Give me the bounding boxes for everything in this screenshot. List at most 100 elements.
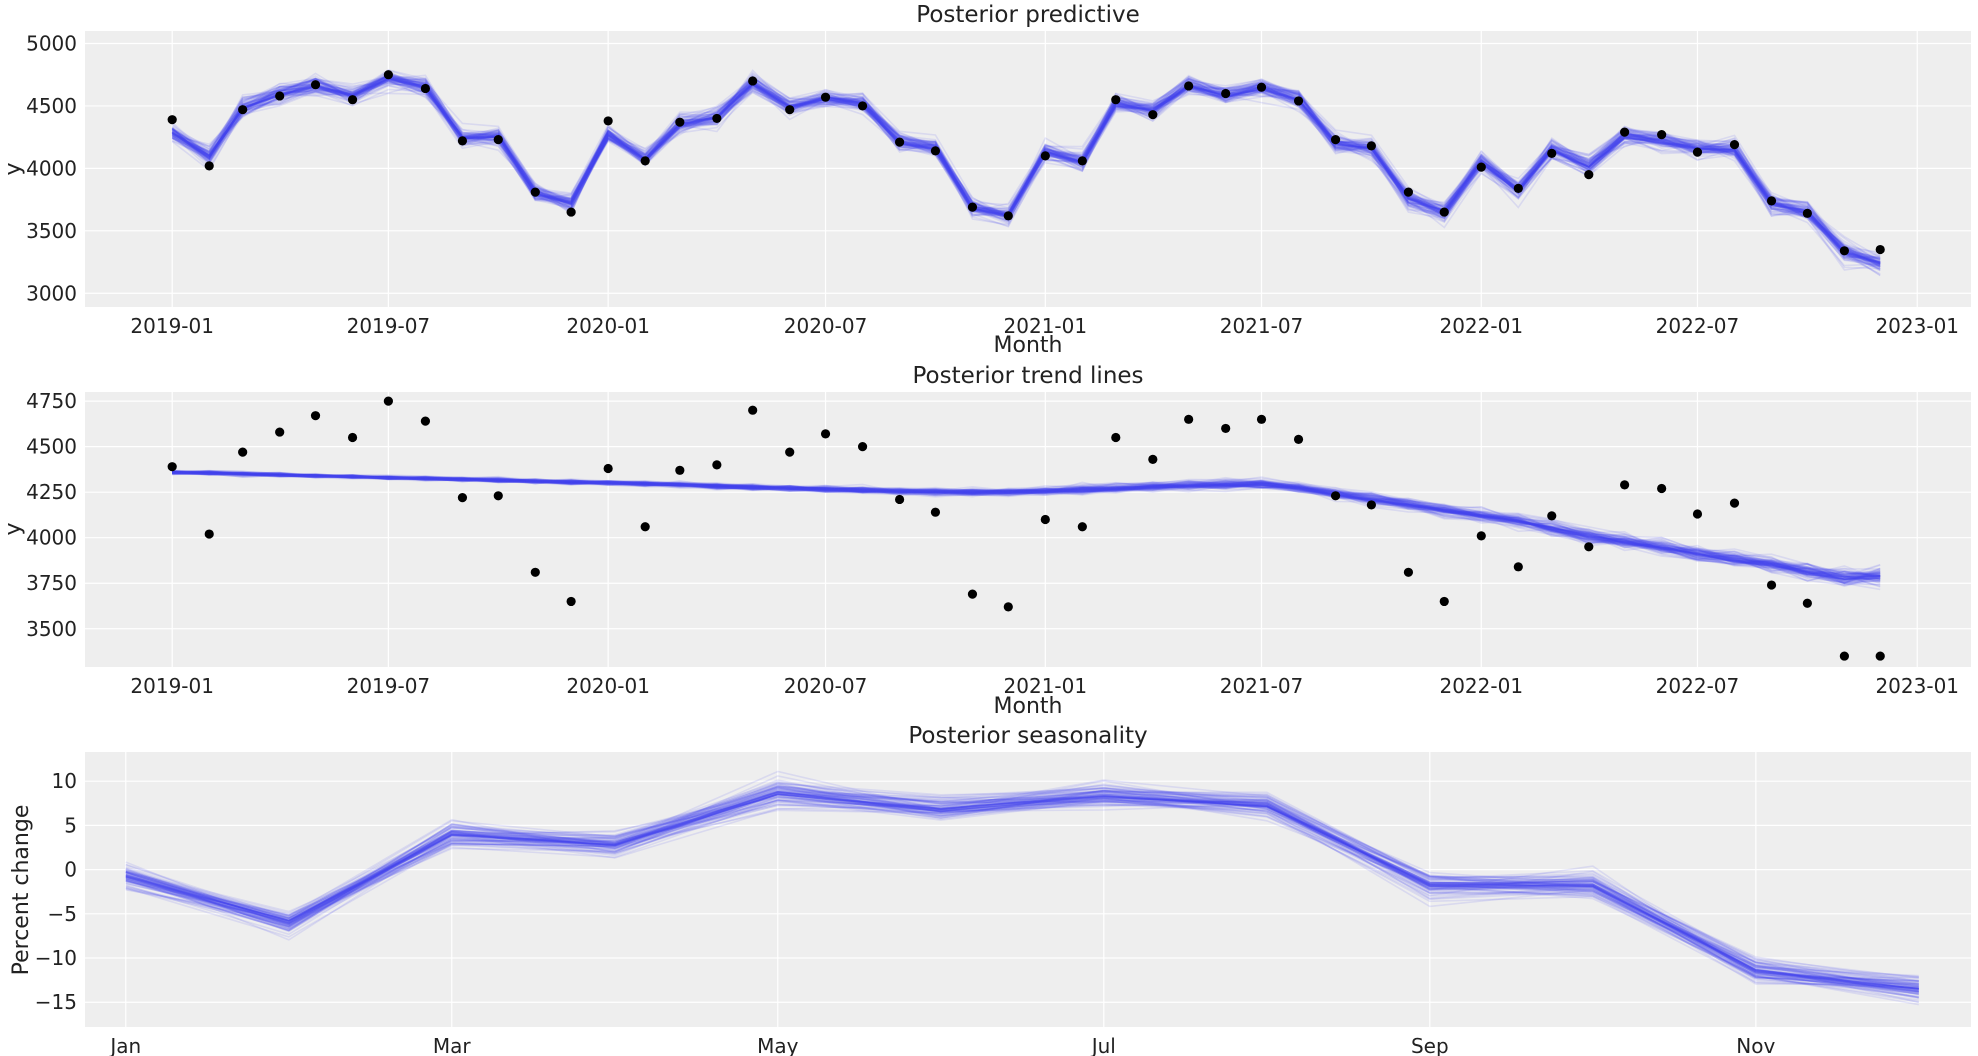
observed-point (1330, 135, 1341, 145)
posterior-sample-line (172, 471, 1881, 579)
observed-point (1513, 562, 1523, 572)
trend-grid (85, 392, 1971, 667)
observed-point (530, 187, 540, 197)
x-tick-label: 2019-01 (130, 314, 214, 338)
posterior-sample-line (125, 788, 1919, 987)
x-tick-label: Jan (108, 1034, 141, 1056)
posterior-sample-line (125, 796, 1919, 985)
posterior-mean-line (125, 792, 1919, 990)
seasonality-grid (85, 752, 1971, 1027)
x-tick-label: 2021-01 (1004, 314, 1088, 338)
posterior-sample-line (172, 471, 1881, 575)
posterior-sample-line (125, 791, 1919, 990)
posterior-mean-line (172, 471, 1881, 581)
observed-point (1476, 162, 1486, 172)
predictive-points (167, 70, 1885, 256)
observed-point (1293, 434, 1304, 444)
posterior-sample-line (172, 471, 1881, 581)
posterior-sample-line (125, 786, 1919, 987)
posterior-sample-line (171, 74, 1881, 259)
observed-point (712, 460, 722, 470)
observed-point (493, 491, 503, 501)
posterior-sample-line (125, 799, 1919, 988)
observed-point (1875, 651, 1885, 661)
posterior-sample-line (172, 471, 1881, 585)
observed-point (347, 95, 358, 105)
posterior-sample-line (172, 471, 1881, 576)
posterior-sample-line (171, 79, 1881, 265)
y-tick-label: 3500 (26, 617, 77, 641)
posterior-sample-line (171, 78, 1881, 267)
posterior-sample-line (171, 76, 1881, 258)
posterior-sample-line (172, 472, 1881, 578)
posterior-sample-line (172, 470, 1881, 588)
observed-point (857, 101, 868, 111)
posterior-sample-line (172, 471, 1881, 579)
posterior-sample-line (172, 471, 1881, 575)
posterior-sample-line (171, 79, 1881, 270)
x-tick-label: May (757, 1034, 799, 1056)
posterior-sample-line (125, 793, 1919, 999)
posterior-sample-line (171, 75, 1881, 263)
predictive-panel: 3000 3500 4000 4500 5000 2019-01 2019-07 2020-0… (1, 2, 1971, 358)
observed-point (420, 83, 431, 94)
posterior-sample-line (172, 471, 1881, 587)
posterior-sample-line (125, 786, 1919, 994)
posterior-sample-line (171, 79, 1881, 263)
posterior-sample-line (171, 73, 1881, 257)
y-tick-label: 3500 (26, 219, 77, 243)
posterior-sample-line (172, 470, 1881, 571)
observed-point (566, 596, 576, 607)
posterior-sample-line (172, 472, 1881, 585)
posterior-sample-line (125, 793, 1919, 993)
posterior-sample-line (125, 779, 1919, 991)
observed-point (1403, 187, 1414, 197)
posterior-sample-line (125, 789, 1919, 982)
trend-x-label: Month (994, 694, 1063, 719)
posterior-sample-line (125, 793, 1919, 988)
posterior-mean-line (171, 78, 1881, 265)
observed-point (1293, 96, 1304, 106)
posterior-sample-line (172, 471, 1881, 582)
observed-point (1256, 414, 1267, 424)
posterior-sample-line (172, 470, 1881, 582)
observed-point (1184, 81, 1194, 91)
posterior-sample-line (125, 799, 1919, 995)
observed-point (603, 116, 613, 126)
posterior-sample-line (125, 780, 1919, 993)
posterior-sample-line (171, 73, 1881, 263)
observed-point (1476, 531, 1486, 541)
posterior-sample-line (171, 77, 1881, 259)
posterior-sample-line (125, 784, 1919, 983)
posterior-sample-line (172, 472, 1881, 586)
posterior-sample-line (172, 471, 1881, 576)
posterior-sample-line (125, 784, 1919, 990)
posterior-sample-line (125, 787, 1919, 990)
posterior-sample-line (172, 472, 1881, 578)
seasonality-panel: 10 5 0 −5 −10 −15 Jan Mar May Jul Sep Nov Posterior… (9, 723, 1971, 1056)
x-tick-label: Sep (1411, 1034, 1449, 1056)
observed-point (1657, 483, 1667, 494)
observed-point (1692, 147, 1703, 157)
posterior-sample-line (125, 787, 1919, 995)
posterior-sample-line (172, 471, 1881, 584)
observed-point (1547, 511, 1557, 521)
posterior-mean-line (125, 790, 1919, 993)
posterior-sample-line (125, 785, 1919, 996)
posterior-sample-line (171, 78, 1881, 266)
observed-point (967, 589, 978, 599)
observed-point (640, 156, 650, 166)
posterior-sample-line (125, 775, 1919, 985)
y-tick-label: 4000 (26, 526, 77, 550)
posterior-sample-line (125, 789, 1919, 1004)
y-tick-label: 4250 (26, 480, 77, 504)
posterior-sample-line (171, 72, 1881, 262)
posterior-mean-line (172, 472, 1881, 578)
posterior-sample-line (125, 787, 1919, 986)
x-tick-label: 2021-07 (1220, 674, 1304, 698)
observed-point (167, 115, 177, 125)
observed-point (383, 70, 393, 80)
predictive-x-label: Month (994, 333, 1063, 358)
observed-point (820, 429, 831, 439)
posterior-sample-line (125, 797, 1919, 989)
